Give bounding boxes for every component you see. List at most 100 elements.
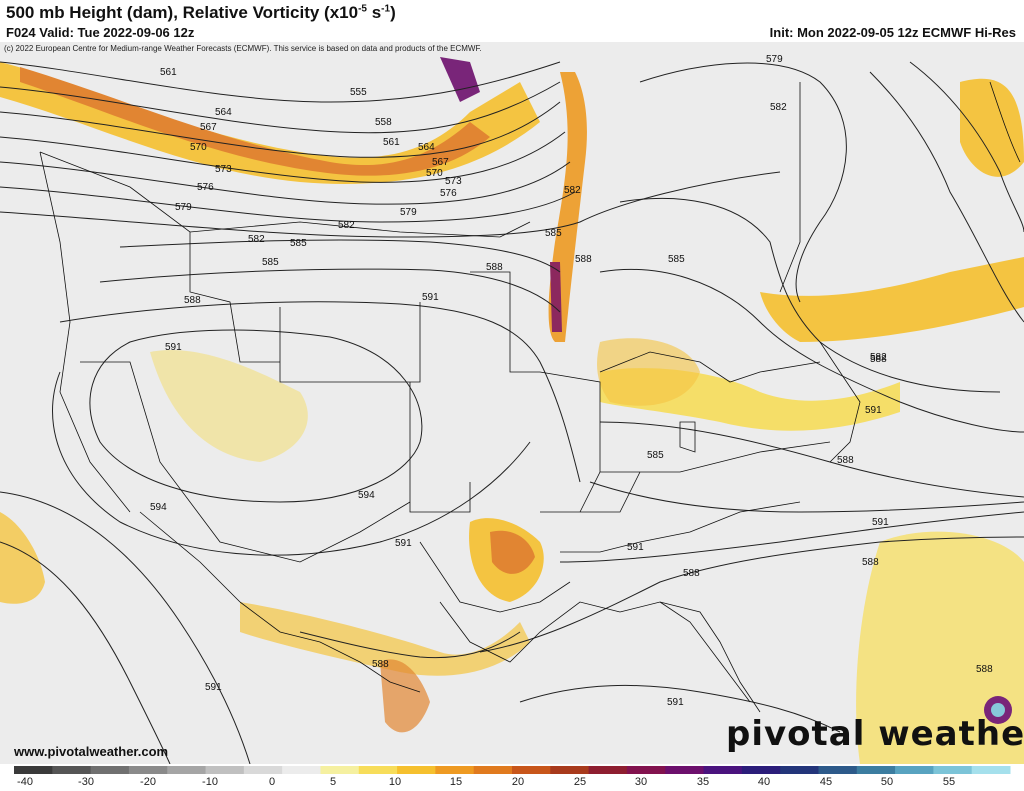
title-text: 500 mb Height (dam), Relative Vorticity … bbox=[6, 3, 359, 22]
colorbar-swatch bbox=[780, 766, 819, 774]
contour-label: 591 bbox=[872, 517, 889, 528]
colorbar-swatch bbox=[665, 766, 705, 774]
colorbar-swatch bbox=[512, 766, 551, 774]
contour-label: 591 bbox=[667, 697, 684, 708]
colorbar-swatch bbox=[856, 766, 896, 774]
colorbar-tick-label: 50 bbox=[880, 776, 894, 788]
colorbar-tick-label: 30 bbox=[634, 776, 648, 788]
colorbar-swatch bbox=[435, 766, 475, 774]
colorbar-swatch bbox=[205, 766, 245, 774]
contour-label: 579 bbox=[766, 54, 783, 65]
colorbar-tick-label: 20 bbox=[511, 776, 525, 788]
contour-label: 567 bbox=[200, 122, 217, 133]
contour-label: 582 bbox=[248, 234, 265, 245]
contour-label: 555 bbox=[350, 87, 367, 98]
vorticity-shading bbox=[0, 57, 1024, 764]
colorbar-tick-label: -10 bbox=[202, 776, 218, 788]
colorbar-swatch bbox=[818, 766, 858, 774]
contour-label: 594 bbox=[358, 490, 375, 501]
contour-label: 582 bbox=[770, 102, 787, 113]
contour-label: 585 bbox=[262, 257, 279, 268]
vorticity-colorbar: -40 -30 -20 -10 0 5 10 15 20 25 30 35 40 45 50 55 bbox=[0, 764, 1024, 791]
colorbar-tick-label: -30 bbox=[78, 776, 94, 788]
colorbar-tick-label: 10 bbox=[388, 776, 402, 788]
contour-label: 588 bbox=[575, 254, 592, 265]
contour-label: 570 bbox=[426, 168, 443, 179]
contour-label: 591 bbox=[395, 538, 412, 549]
contour-label: 564 bbox=[215, 107, 232, 118]
colorbar-tick-label: 35 bbox=[696, 776, 710, 788]
contour-label: 588 bbox=[372, 659, 389, 670]
colorbar-swatch bbox=[895, 766, 934, 774]
colorbar-swatch bbox=[14, 766, 53, 774]
colorbar-swatch bbox=[167, 766, 207, 774]
contour-label: 561 bbox=[383, 137, 400, 148]
colorbar-tick-label: 25 bbox=[573, 776, 587, 788]
contour-label: 582 bbox=[870, 352, 887, 363]
title-exponent: -5 bbox=[358, 3, 367, 15]
contour-label: 561 bbox=[160, 67, 177, 78]
contour-label: 576 bbox=[440, 188, 457, 199]
contour-label: 585 bbox=[647, 450, 664, 461]
colorbar-swatch bbox=[358, 766, 398, 774]
title-close: ) bbox=[390, 3, 396, 22]
contour-label: 573 bbox=[215, 164, 232, 175]
colorbar-swatch bbox=[90, 766, 130, 774]
contour-label: 582 bbox=[564, 185, 581, 196]
contour-label: 591 bbox=[165, 342, 182, 353]
contour-label: 588 bbox=[486, 262, 503, 273]
contour-label: 567 bbox=[432, 157, 449, 168]
copyright-notice: (c) 2022 European Centre for Medium-rang… bbox=[4, 44, 482, 53]
colorbar-swatch bbox=[971, 766, 1011, 774]
contour-label: 591 bbox=[205, 682, 222, 693]
pivotal-weather-logo: pivotal weather bbox=[726, 714, 1024, 754]
colorbar-swatch bbox=[243, 766, 283, 774]
colorbar-swatch bbox=[933, 766, 973, 774]
contour-label: 588 bbox=[184, 295, 201, 306]
contour-label: 588 bbox=[683, 568, 700, 579]
colorbar-swatch bbox=[741, 766, 781, 774]
political-borders bbox=[39, 81, 1021, 713]
map-header: 500 mb Height (dam), Relative Vorticity … bbox=[0, 0, 1024, 44]
contour-label: 579 bbox=[175, 202, 192, 213]
contour-label: 588 bbox=[837, 455, 854, 466]
contour-label: 564 bbox=[418, 142, 435, 153]
colorbar-swatches bbox=[14, 766, 1011, 774]
contour-label: 588 bbox=[976, 664, 993, 675]
colorbar-tick-label: 40 bbox=[757, 776, 771, 788]
colorbar-tick-label: 15 bbox=[449, 776, 463, 788]
site-url[interactable]: www.pivotalweather.com bbox=[14, 744, 169, 759]
colorbar-swatch bbox=[550, 766, 590, 774]
contour-label: 570 bbox=[190, 142, 207, 153]
colorbar-tick-label: -40 bbox=[17, 776, 33, 788]
colorbar-tick-label: 0 bbox=[268, 776, 276, 788]
contour-label: 591 bbox=[865, 405, 882, 416]
contour-label: 591 bbox=[627, 542, 644, 553]
colorbar-swatch bbox=[52, 766, 92, 774]
contour-label: 573 bbox=[445, 176, 462, 187]
map-title: 500 mb Height (dam), Relative Vorticity … bbox=[6, 3, 396, 23]
map-canvas bbox=[0, 57, 1024, 764]
contour-label: 588 bbox=[862, 557, 879, 568]
contour-label: 594 bbox=[150, 502, 167, 513]
colorbar-swatch bbox=[320, 766, 360, 774]
colorbar-swatch bbox=[626, 766, 666, 774]
colorbar-tick-label: -20 bbox=[140, 776, 156, 788]
colorbar-tick-label: 45 bbox=[819, 776, 833, 788]
title-unit: s bbox=[366, 3, 382, 22]
contour-label: 585 bbox=[668, 254, 685, 265]
title-unit-exponent: -1 bbox=[381, 3, 391, 15]
colorbar-tick-label: 5 bbox=[329, 776, 337, 788]
colorbar-swatch bbox=[282, 766, 321, 774]
init-time: Init: Mon 2022-09-05 12z ECMWF Hi-Res bbox=[769, 25, 1016, 40]
valid-time: F024 Valid: Tue 2022-09-06 12z bbox=[6, 25, 195, 40]
contour-label: 579 bbox=[400, 207, 417, 218]
colorbar-swatch bbox=[588, 766, 628, 774]
contour-label: 585 bbox=[290, 238, 307, 249]
contour-label: 582 bbox=[338, 220, 355, 231]
colorbar-tick-label: 55 bbox=[942, 776, 956, 788]
forecast-map[interactable]: 561 564 567 570 573 576 579 582 585 588 591 594 555 5… bbox=[0, 42, 1024, 764]
contour-label: 588 bbox=[870, 354, 887, 365]
contour-label: 585 bbox=[545, 228, 562, 239]
contour-label: 591 bbox=[422, 292, 439, 303]
